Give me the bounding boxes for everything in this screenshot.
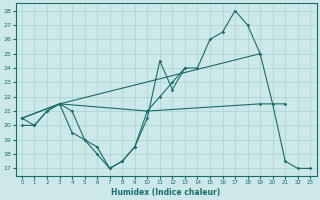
X-axis label: Humidex (Indice chaleur): Humidex (Indice chaleur)	[111, 188, 221, 197]
